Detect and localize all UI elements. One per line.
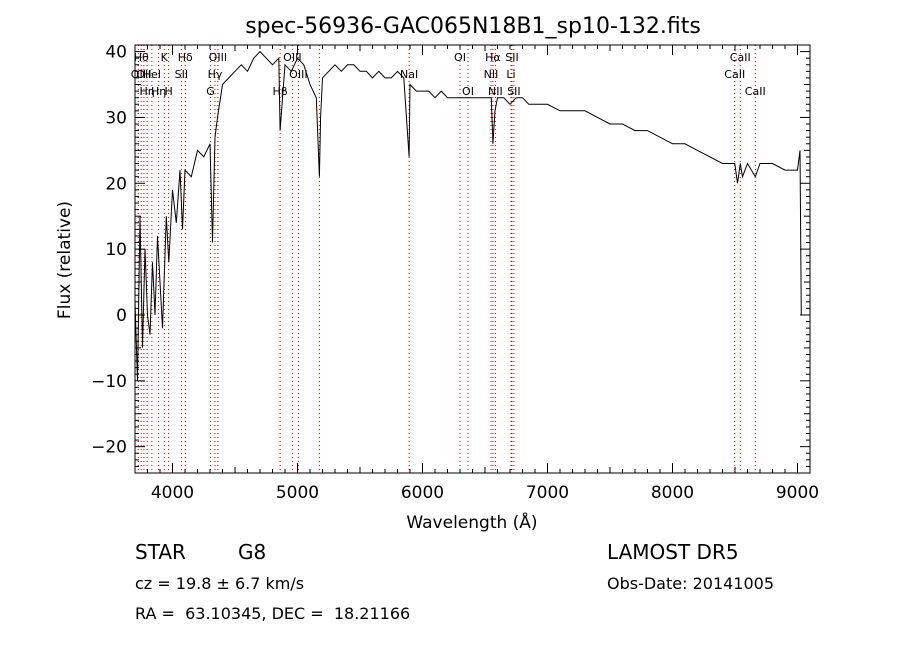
x-tick-label: 8000 xyxy=(651,483,694,503)
line-label: HeI xyxy=(143,68,161,81)
y-tick-label: −20 xyxy=(91,438,127,458)
object-subclass: G8 xyxy=(238,540,267,564)
line-label: SII xyxy=(505,51,518,64)
redshift-readout: cz = 19.8 ± 6.7 km/s xyxy=(135,574,305,593)
line-label: Li xyxy=(506,68,515,81)
line-label: CaII xyxy=(745,85,766,98)
y-axis: −20 −10 0 10 20 30 40 xyxy=(91,43,810,474)
line-label: CaII xyxy=(724,68,745,81)
line-label: NaI xyxy=(400,68,418,81)
survey-name: LAMOST DR5 xyxy=(607,540,739,564)
y-tick-label: 20 xyxy=(105,174,127,194)
y-tick-label: 10 xyxy=(105,240,127,260)
spectrum-series xyxy=(134,50,802,381)
line-label: OIII xyxy=(289,68,307,81)
x-tick-label: 7000 xyxy=(526,483,569,503)
line-label: NII xyxy=(484,68,499,81)
object-class: STAR xyxy=(135,540,186,564)
y-tick-label: 30 xyxy=(105,108,127,128)
x-tick-label: 6000 xyxy=(401,483,444,503)
line-label: OII xyxy=(136,68,151,81)
line-label: Hθ xyxy=(134,51,149,64)
line-label: Hη xyxy=(151,85,166,98)
line-label: K xyxy=(161,51,169,64)
y-axis-label: Flux (relative) xyxy=(55,201,75,319)
x-tick-label: 5000 xyxy=(276,483,319,503)
line-label: CaII xyxy=(730,51,751,64)
line-label: Hδ xyxy=(178,51,193,64)
x-axis-label: Wavelength (Å) xyxy=(406,511,537,533)
x-tick-label: 4000 xyxy=(151,483,194,503)
line-label: SII xyxy=(507,85,520,98)
line-label: NII xyxy=(488,85,503,98)
y-tick-label: 40 xyxy=(105,43,127,63)
coordinates-readout: RA = 63.10345, DEC = 18.21166 xyxy=(135,604,411,623)
line-label: G xyxy=(206,85,215,98)
line-label: Hγ xyxy=(208,68,223,81)
line-label: Hη xyxy=(140,85,155,98)
line-label: OI xyxy=(454,51,466,64)
plot-frame xyxy=(134,44,811,474)
line-label: SII xyxy=(175,68,188,81)
line-label: OI xyxy=(462,85,474,98)
line-label: OIII xyxy=(283,51,301,64)
spectral-line-markers xyxy=(137,45,756,473)
line-label: Hα xyxy=(485,51,501,64)
line-label: Hβ xyxy=(272,85,287,98)
line-label: H xyxy=(164,85,172,98)
x-tick-label: 9000 xyxy=(776,483,819,503)
y-tick-label: 0 xyxy=(116,306,127,326)
chart-title: spec-56936-GAC065N18B1_sp10-132.fits xyxy=(245,14,701,39)
line-label: OIII xyxy=(209,51,227,64)
observation-date: Obs-Date: 20141005 xyxy=(607,574,775,593)
y-tick-label: −10 xyxy=(91,372,127,392)
x-axis: 4000 5000 6000 7000 8000 9000 xyxy=(134,45,819,503)
